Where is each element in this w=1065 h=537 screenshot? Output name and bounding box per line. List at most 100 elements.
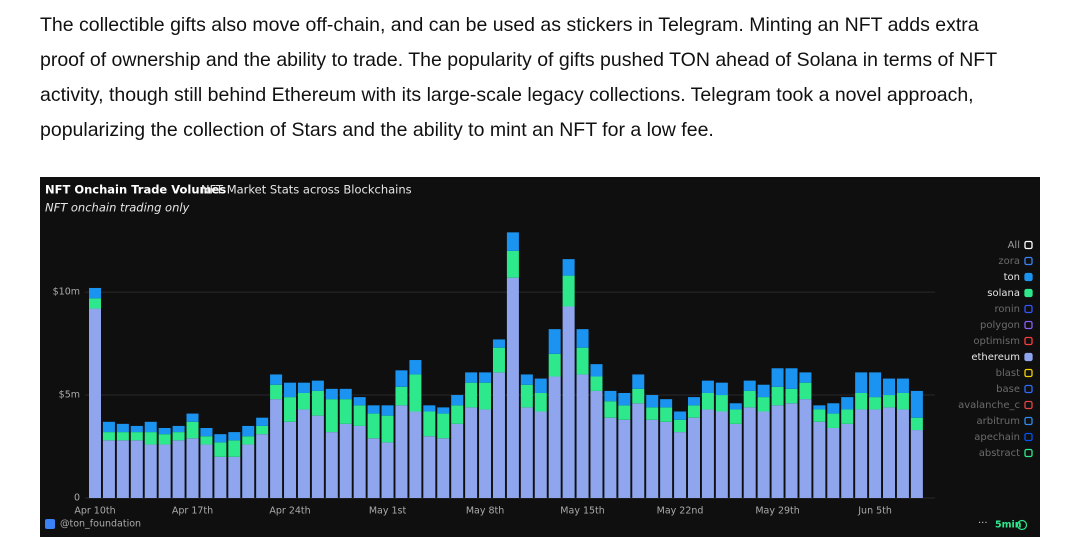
bar-segment — [186, 413, 199, 422]
bar-segment — [423, 436, 436, 498]
legend-label[interactable]: ronin — [995, 304, 1020, 315]
bar-segment — [172, 440, 185, 498]
bar-segment — [242, 444, 255, 498]
bar-segment — [381, 415, 394, 443]
bar-segment — [883, 407, 896, 498]
legend-swatch — [1024, 368, 1033, 378]
legend-label[interactable]: zora — [998, 256, 1020, 267]
legend-label[interactable]: solana — [987, 288, 1020, 299]
bar-segment — [910, 417, 923, 431]
refresh-icon — [1016, 519, 1028, 531]
legend-label[interactable]: ethereum — [971, 352, 1020, 363]
bar-segment — [479, 372, 492, 383]
legend-swatch — [1024, 432, 1033, 442]
legend-label[interactable]: optimism — [973, 336, 1020, 347]
x-tick-label: Apr 10th — [74, 506, 115, 517]
x-tick-label: Apr 17th — [172, 506, 213, 517]
bar-segment — [311, 415, 324, 498]
bar-segment — [256, 417, 269, 426]
bar-segment — [590, 364, 603, 377]
bar-segment — [562, 259, 575, 276]
legend-swatch — [1024, 240, 1033, 250]
bar-segment — [785, 403, 798, 498]
legend-label[interactable]: ton — [1004, 272, 1020, 283]
x-tick-label: May 8th — [466, 506, 504, 517]
bar-segment — [492, 339, 505, 348]
bar-segment — [144, 432, 157, 445]
y-tick-label: $5m — [59, 390, 80, 401]
refresh-interval[interactable]: 5min — [995, 520, 1022, 531]
bar-segment — [841, 397, 854, 410]
chart-subtitle: NFT Market Stats across Blockchains — [201, 183, 412, 197]
bar-segment — [729, 409, 742, 424]
paragraph-line: proof of ownership and the ability to tr… — [40, 49, 998, 71]
legend-label[interactable]: All — [1008, 240, 1020, 251]
bar-segment — [841, 423, 854, 498]
legend-swatch — [1024, 336, 1033, 346]
bar-segment — [339, 423, 352, 498]
bar-segment — [172, 425, 185, 433]
bar-segment — [395, 386, 408, 406]
bar-segment — [604, 417, 617, 498]
bar-segment — [896, 392, 909, 410]
bar-segment — [409, 360, 422, 375]
bar-segment — [437, 407, 450, 414]
x-tick-label: Apr 24th — [269, 506, 310, 517]
bar-segment — [492, 372, 505, 498]
bar-segment — [855, 392, 868, 410]
bar-segment — [451, 395, 464, 406]
legend-swatch — [1024, 304, 1033, 314]
legend-swatch — [1024, 320, 1033, 330]
bar-segment — [799, 372, 812, 383]
legend-label[interactable]: avalanche_c — [958, 400, 1020, 411]
bar-segment — [646, 395, 659, 408]
bar-segment — [827, 413, 840, 428]
bar-segment — [687, 405, 700, 418]
bar-segment — [116, 423, 129, 433]
menu-icon[interactable]: ··· — [978, 518, 988, 529]
bar-segment — [883, 395, 896, 408]
bar-segment — [186, 438, 199, 498]
bar-segment — [785, 388, 798, 404]
bar-segment — [674, 432, 687, 498]
bar-segment — [827, 403, 840, 414]
bar-segment — [520, 407, 533, 498]
bar-segment — [827, 427, 840, 498]
bar-segment — [548, 353, 561, 377]
legend-label[interactable]: abstract — [979, 448, 1020, 459]
bar-segment — [130, 440, 143, 498]
bar-segment — [520, 384, 533, 408]
bar-segment — [646, 419, 659, 498]
bar-segment — [701, 380, 714, 393]
legend-label[interactable]: blast — [996, 368, 1020, 379]
bar-segment — [618, 419, 631, 498]
bar-segment — [813, 409, 826, 422]
bar-segment — [715, 382, 728, 396]
bar-segment — [409, 411, 422, 498]
legend-label[interactable]: apechain — [974, 432, 1020, 443]
bar-segment — [158, 444, 171, 498]
bar-segment — [89, 308, 101, 498]
x-tick-label: Jun 5th — [857, 506, 892, 517]
paragraph-line: popularizing the collection of Stars and… — [40, 119, 714, 141]
bar-segment — [743, 380, 756, 391]
bar-segment — [284, 421, 297, 498]
legend-label[interactable]: polygon — [980, 320, 1020, 331]
bar-segment — [910, 430, 923, 498]
chart-note: NFT onchain trading only — [45, 201, 190, 215]
bar-segment — [339, 399, 352, 424]
legend-label[interactable]: base — [996, 384, 1020, 395]
x-tick-label: May 29th — [755, 506, 800, 517]
bar-segment — [102, 421, 115, 433]
bar-segment — [158, 434, 171, 445]
bar-segment — [353, 397, 366, 406]
bar-segment — [715, 411, 728, 498]
bar-segment — [618, 392, 631, 406]
bar-segment — [855, 409, 868, 498]
bar-segment — [632, 403, 645, 498]
legend-label[interactable]: arbitrum — [977, 416, 1020, 427]
bar-segment — [186, 421, 199, 439]
bar-segment — [576, 347, 589, 375]
bar-segment — [381, 442, 394, 498]
